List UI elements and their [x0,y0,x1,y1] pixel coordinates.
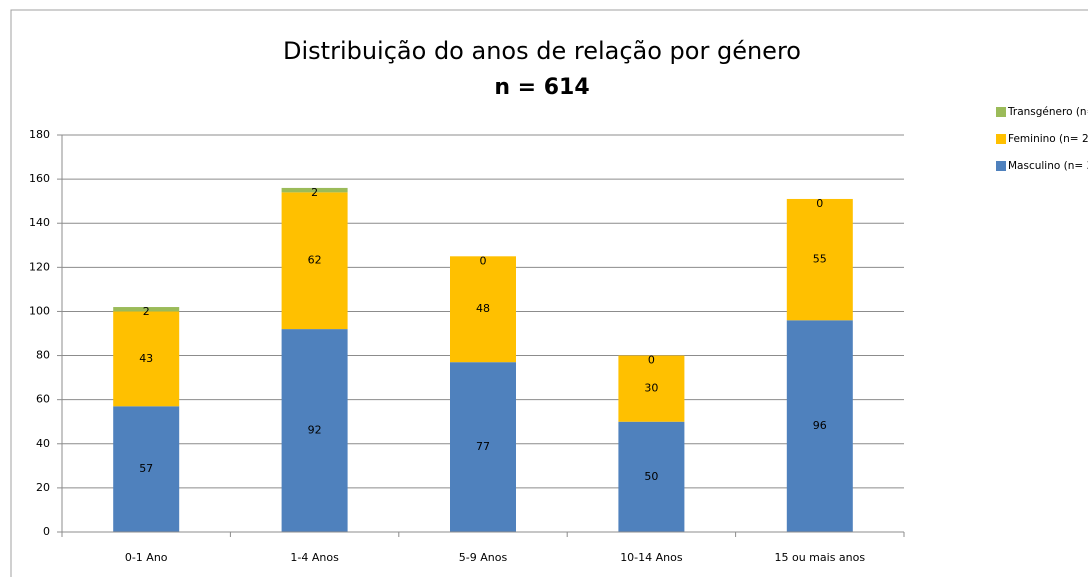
data-label: 92 [308,424,322,437]
data-label: 48 [476,302,490,315]
x-tick-label: 5-9 Anos [459,551,508,564]
data-label: 0 [816,197,823,210]
bar-segment [281,192,348,330]
y-tick-label: 0 [43,525,50,538]
legend-label: Masculino (n= 372) [1008,160,1088,172]
y-tick-label: 160 [29,172,50,185]
y-tick-label: 140 [29,216,50,229]
data-label: 96 [813,419,827,432]
data-label: 0 [480,254,487,267]
data-label: 0 [648,354,655,367]
x-tick-label: 1-4 Anos [290,551,339,564]
x-tick-label: 0-1 Ano [125,551,168,564]
data-label: 77 [476,440,490,453]
bar-segment [618,355,685,422]
x-tick-label: 15 ou mais anos [774,551,865,564]
bar-segment [786,320,853,532]
y-tick-label: 120 [29,260,50,273]
legend-label: Feminino (n= 238) [1008,133,1088,145]
data-label: 57 [139,462,153,475]
bar-segment [450,362,516,532]
data-label: 62 [308,254,322,267]
y-tick-label: 60 [36,393,50,406]
legend-swatch [996,107,1006,117]
bar-segment [113,311,180,407]
data-label: 2 [311,186,318,199]
data-label: 43 [139,352,153,365]
y-tick-label: 100 [29,304,50,317]
bar-segment [113,307,180,312]
legend-swatch [996,134,1006,144]
legend-label: Transgénero (n= 4) [1007,106,1088,118]
bar-segment [113,406,180,532]
bar-segment [450,256,516,363]
data-label: 30 [644,382,658,395]
y-tick-label: 20 [36,481,50,494]
bar-segment [281,329,348,532]
x-tick-label: 10-14 Anos [620,551,683,564]
chart-subtitle: n = 614 [494,75,589,100]
y-tick-label: 180 [29,128,50,141]
legend-swatch [996,161,1006,171]
data-label: 55 [813,253,827,266]
bar-segment [786,198,853,321]
chart-border [10,9,1088,577]
chart-title: Distribuição do anos de relação por géne… [283,37,801,65]
y-tick-label: 80 [36,349,50,362]
bar-segment [281,187,348,193]
data-label: 50 [644,470,658,483]
y-tick-label: 40 [36,437,50,450]
data-label: 2 [143,305,150,318]
bar-segment [618,421,685,532]
